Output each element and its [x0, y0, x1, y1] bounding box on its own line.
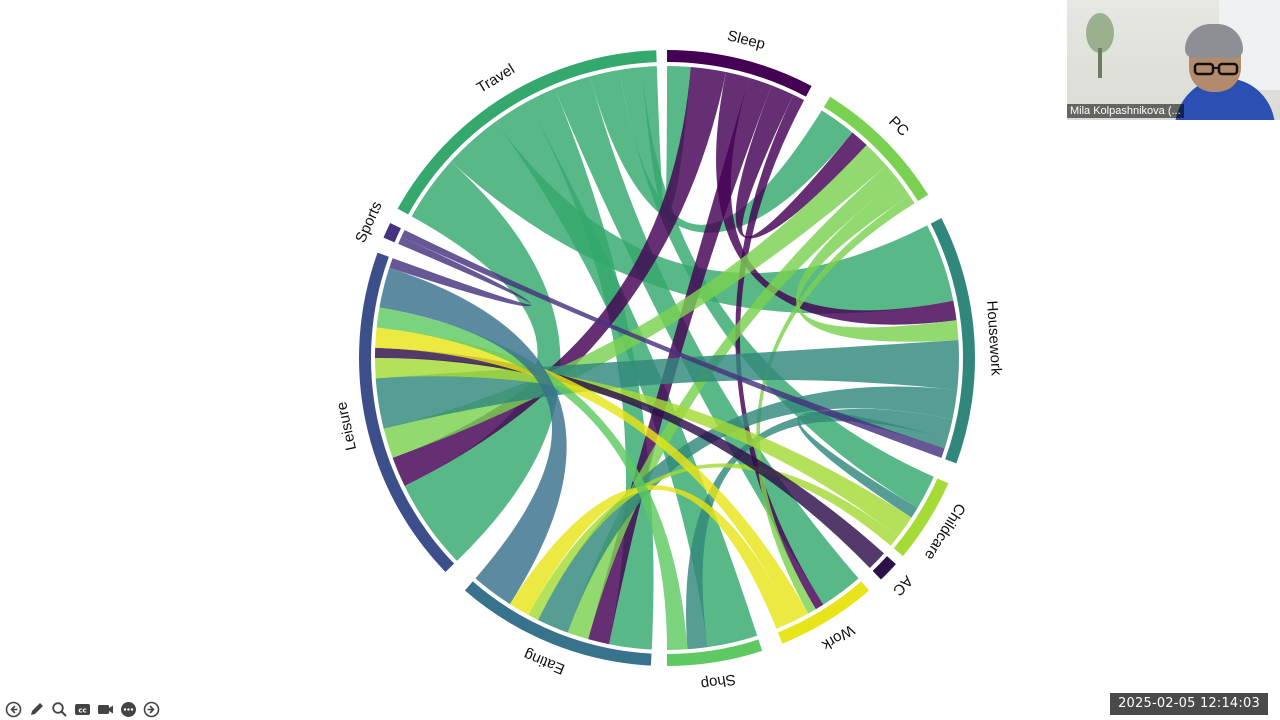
video-icon	[98, 704, 113, 714]
sector-arc-eating	[464, 581, 652, 666]
zoom-icon	[52, 701, 67, 717]
presentation-toolbar: cc	[0, 698, 161, 720]
sector-arc-sleep	[667, 50, 812, 97]
more-icon	[121, 701, 136, 717]
chord-ribbon-sports-leisure	[389, 236, 532, 307]
chord-ribbon-pc-leisure	[383, 144, 887, 458]
sector-label-ac: AC	[889, 572, 916, 599]
sector-arc-housework	[930, 218, 975, 464]
chord-ribbon-work-eating	[509, 485, 793, 629]
chord-ribbon-pc-housework	[796, 179, 959, 342]
chord-ribbon-travel-work	[554, 76, 859, 605]
chord-ribbon-childcare-eating	[528, 463, 898, 620]
back-button[interactable]	[4, 700, 23, 719]
recording-timestamp: 2025-02-05 12:14:03	[1110, 693, 1268, 715]
chord-ribbon-sleep-leisure	[392, 66, 727, 487]
chord-ribbon-pc-eating	[567, 165, 899, 640]
participant-name-label: Mila Kolpashnikova (...	[1067, 104, 1184, 118]
sector-label-travel: Travel	[474, 61, 518, 97]
sector-arc-shop	[667, 639, 763, 666]
chord-ribbon-travel-childcare	[619, 67, 934, 508]
video-button[interactable]	[96, 700, 115, 719]
chord-ribbon-travel-leisure	[404, 161, 561, 561]
sector-arc-sports	[383, 222, 401, 243]
more-button[interactable]	[119, 700, 138, 719]
chord-ribbon-housework-eating	[537, 386, 958, 633]
chord-ribbon-sleep-pc	[735, 85, 867, 239]
sector-label-leisure: Leisure	[333, 400, 360, 452]
pen-icon	[31, 702, 43, 715]
back-icon	[5, 701, 22, 717]
sector-label-pc: PC	[885, 113, 912, 140]
zoom-button[interactable]	[50, 700, 69, 719]
plant-decor	[1086, 13, 1114, 78]
glasses-icon	[1193, 62, 1239, 76]
forward-button[interactable]	[142, 700, 161, 719]
captions-icon: cc	[75, 703, 90, 715]
captions-button[interactable]: cc	[73, 700, 92, 719]
sector-arc-leisure	[358, 252, 455, 572]
sector-label-work: Work	[818, 621, 857, 654]
sector-label-sleep: Sleep	[726, 27, 767, 53]
chord-ribbon-sleep-housework	[716, 72, 957, 325]
sector-label-sports: Sports	[352, 199, 385, 246]
chord-ribbon-sports-housework	[401, 229, 945, 458]
sector-arc-childcare	[893, 478, 949, 556]
svg-text:cc: cc	[78, 706, 86, 714]
chord-ribbon-eating-leisure	[379, 267, 567, 605]
sector-arc-work	[777, 581, 870, 644]
chord-ribbon-travel-shop	[495, 101, 758, 648]
sector-label-housework: Housework	[983, 300, 1005, 376]
sector-label-eating: Eating	[521, 646, 567, 678]
chord-ribbon-childcare-leisure	[375, 358, 912, 537]
sector-label-shop: Shop	[700, 670, 737, 692]
forward-icon	[143, 701, 160, 717]
participant-hair	[1185, 24, 1243, 58]
pen-button[interactable]	[27, 700, 46, 719]
participant-video-tile[interactable]: Mila Kolpashnikova (...	[1067, 0, 1280, 120]
sector-arc-ac	[872, 556, 896, 580]
sector-arc-pc	[823, 96, 929, 202]
chord-ribbon-housework-leisure	[375, 340, 960, 429]
